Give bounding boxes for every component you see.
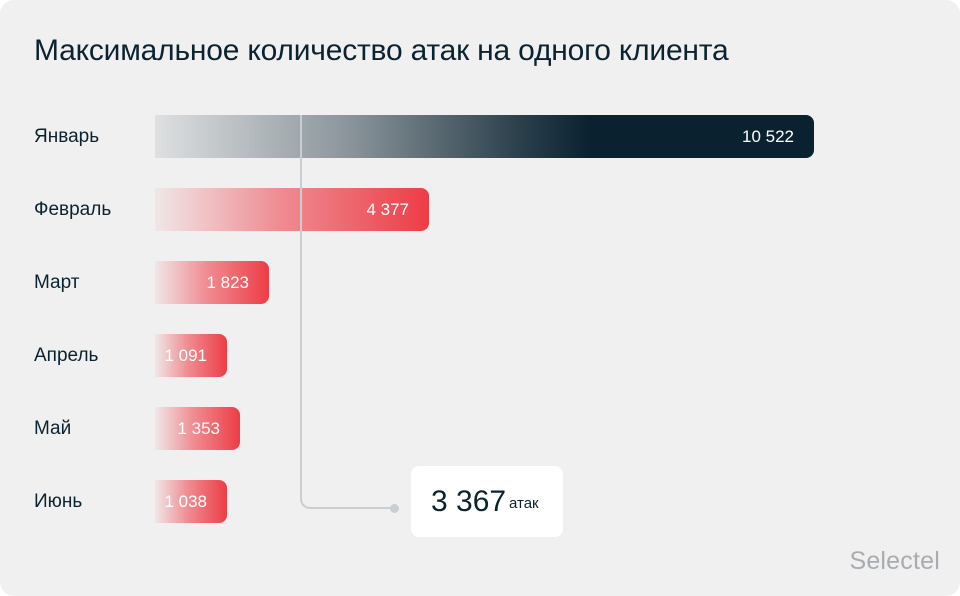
- bar: 1 353: [155, 407, 240, 450]
- bar: 10 522: [155, 115, 814, 158]
- average-unit: атак: [509, 495, 539, 513]
- bar: 1 091: [155, 334, 227, 377]
- bar-value-label: 1 353: [177, 407, 220, 450]
- category-label: Январь: [34, 126, 99, 148]
- bar-value-label: 10 522: [742, 115, 794, 158]
- average-reference-line: [300, 115, 395, 509]
- category-label: Апрель: [34, 345, 98, 367]
- bar: 1 038: [155, 480, 227, 523]
- category-label: Июнь: [34, 491, 82, 513]
- average-callout: 3 367 атак: [411, 466, 563, 537]
- bar: 1 823: [155, 261, 269, 304]
- average-line-end-dot: [390, 504, 399, 513]
- category-label: Февраль: [34, 199, 111, 221]
- selectel-logo: Selectel: [849, 547, 940, 576]
- category-label: Май: [34, 418, 71, 440]
- average-value: 3 367: [431, 485, 506, 519]
- bar-value-label: 1 091: [164, 334, 207, 377]
- bar-value-label: 1 038: [164, 480, 207, 523]
- category-label: Март: [34, 272, 79, 294]
- chart-title: Максимальное количество атак на одного к…: [34, 34, 728, 68]
- bar-value-label: 1 823: [206, 261, 249, 304]
